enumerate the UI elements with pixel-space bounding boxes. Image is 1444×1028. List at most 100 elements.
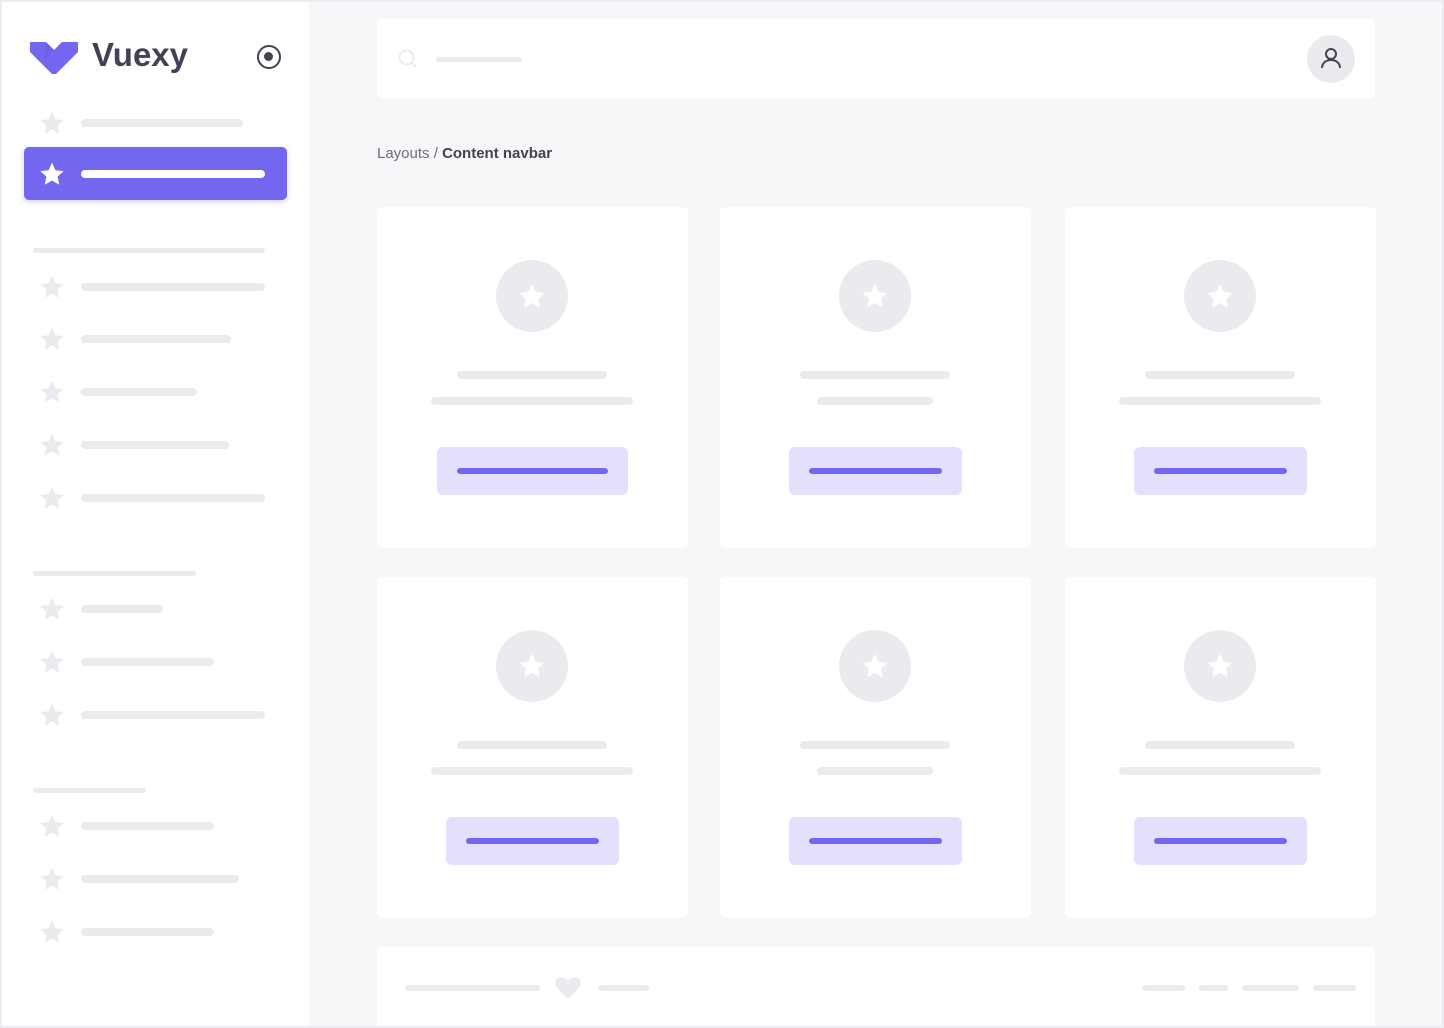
menu-section-header bbox=[33, 571, 196, 576]
card-text bbox=[431, 397, 633, 405]
card-title bbox=[800, 741, 950, 749]
menu-section-header bbox=[33, 248, 265, 253]
card-button[interactable] bbox=[788, 817, 962, 865]
footer-text bbox=[598, 985, 649, 991]
card-avatar bbox=[1184, 260, 1256, 332]
star-icon bbox=[518, 282, 546, 310]
sidebar-item[interactable] bbox=[24, 644, 287, 680]
card-button[interactable] bbox=[1133, 817, 1307, 865]
search-input[interactable] bbox=[436, 57, 522, 62]
star-icon bbox=[39, 379, 65, 405]
card-button[interactable] bbox=[788, 447, 962, 495]
card-text bbox=[817, 767, 933, 775]
star-icon bbox=[861, 282, 889, 310]
sidebar-item-label bbox=[81, 822, 214, 830]
radio-circle-icon[interactable] bbox=[257, 45, 281, 69]
user-avatar[interactable] bbox=[1307, 35, 1355, 83]
card bbox=[377, 577, 688, 918]
star-icon bbox=[39, 596, 65, 622]
star-icon bbox=[39, 432, 65, 458]
sidebar-item[interactable] bbox=[24, 105, 287, 141]
card bbox=[377, 207, 688, 548]
card bbox=[1065, 577, 1376, 918]
star-icon bbox=[39, 866, 65, 892]
breadcrumb-current: Content navbar bbox=[442, 145, 553, 162]
footer-link[interactable] bbox=[1142, 985, 1185, 991]
sidebar-item[interactable] bbox=[24, 374, 287, 410]
star-icon bbox=[39, 813, 65, 839]
star-icon bbox=[39, 274, 65, 300]
card-text bbox=[1119, 397, 1321, 405]
sidebar: Vuexy bbox=[2, 2, 309, 1026]
sidebar-item[interactable] bbox=[24, 321, 287, 357]
sidebar-item-label bbox=[81, 441, 229, 449]
card-text bbox=[431, 767, 633, 775]
breadcrumb-parent[interactable]: Layouts bbox=[377, 145, 430, 162]
sidebar-item-label bbox=[81, 928, 214, 936]
star-icon bbox=[39, 702, 65, 728]
sidebar-item-label bbox=[81, 875, 239, 883]
sidebar-item-label bbox=[81, 605, 163, 613]
card-avatar bbox=[1184, 630, 1256, 702]
card bbox=[720, 207, 1031, 548]
card-avatar bbox=[839, 630, 911, 702]
card-title bbox=[1145, 371, 1295, 379]
sidebar-item-label bbox=[81, 119, 243, 127]
card-avatar bbox=[496, 630, 568, 702]
heart-icon bbox=[555, 976, 581, 1000]
vuexy-logo-icon bbox=[30, 40, 78, 76]
card-text bbox=[1119, 767, 1321, 775]
sidebar-item-label bbox=[81, 283, 265, 291]
star-icon bbox=[39, 649, 65, 675]
footer-text bbox=[405, 985, 540, 991]
card-avatar bbox=[839, 260, 911, 332]
sidebar-item[interactable] bbox=[24, 861, 287, 897]
footer bbox=[377, 947, 1375, 1026]
sidebar-item-label bbox=[81, 494, 265, 502]
sidebar-item-label bbox=[81, 658, 214, 666]
menu-section-header bbox=[33, 788, 146, 793]
sidebar-item[interactable] bbox=[24, 480, 287, 516]
footer-link[interactable] bbox=[1313, 985, 1356, 991]
breadcrumb: Layouts / Content navbar bbox=[377, 145, 552, 162]
card bbox=[720, 577, 1031, 918]
top-navbar bbox=[377, 19, 1375, 98]
star-icon bbox=[1206, 282, 1234, 310]
star-icon bbox=[1206, 652, 1234, 680]
sidebar-item[interactable] bbox=[24, 808, 287, 844]
card-title bbox=[1145, 741, 1295, 749]
sidebar-item-label bbox=[81, 170, 265, 178]
breadcrumb-separator: / bbox=[429, 145, 443, 162]
star-icon bbox=[861, 652, 889, 680]
star-icon bbox=[39, 326, 65, 352]
card-avatar bbox=[496, 260, 568, 332]
sidebar-item-label bbox=[81, 335, 231, 343]
card-title bbox=[457, 741, 607, 749]
sidebar-item[interactable] bbox=[24, 914, 287, 950]
sidebar-item[interactable] bbox=[24, 427, 287, 463]
search-icon[interactable] bbox=[398, 49, 418, 69]
card-button[interactable] bbox=[436, 447, 628, 495]
brand-name: Vuexy bbox=[92, 36, 189, 73]
sidebar-item[interactable] bbox=[24, 697, 287, 733]
card-title bbox=[800, 371, 950, 379]
card bbox=[1065, 207, 1376, 548]
footer-link[interactable] bbox=[1199, 985, 1228, 991]
footer-link[interactable] bbox=[1242, 985, 1299, 991]
card-button[interactable] bbox=[445, 817, 619, 865]
star-icon bbox=[39, 110, 65, 136]
sidebar-item[interactable] bbox=[24, 591, 287, 627]
star-icon bbox=[39, 161, 65, 187]
sidebar-item-active[interactable] bbox=[24, 147, 287, 200]
star-icon bbox=[39, 919, 65, 945]
star-icon bbox=[39, 485, 65, 511]
card-text bbox=[817, 397, 933, 405]
star-icon bbox=[518, 652, 546, 680]
sidebar-item[interactable] bbox=[24, 269, 287, 305]
user-icon bbox=[1321, 48, 1341, 69]
sidebar-item-label bbox=[81, 711, 265, 719]
sidebar-item-label bbox=[81, 388, 197, 396]
card-title bbox=[457, 371, 607, 379]
card-button[interactable] bbox=[1133, 447, 1307, 495]
